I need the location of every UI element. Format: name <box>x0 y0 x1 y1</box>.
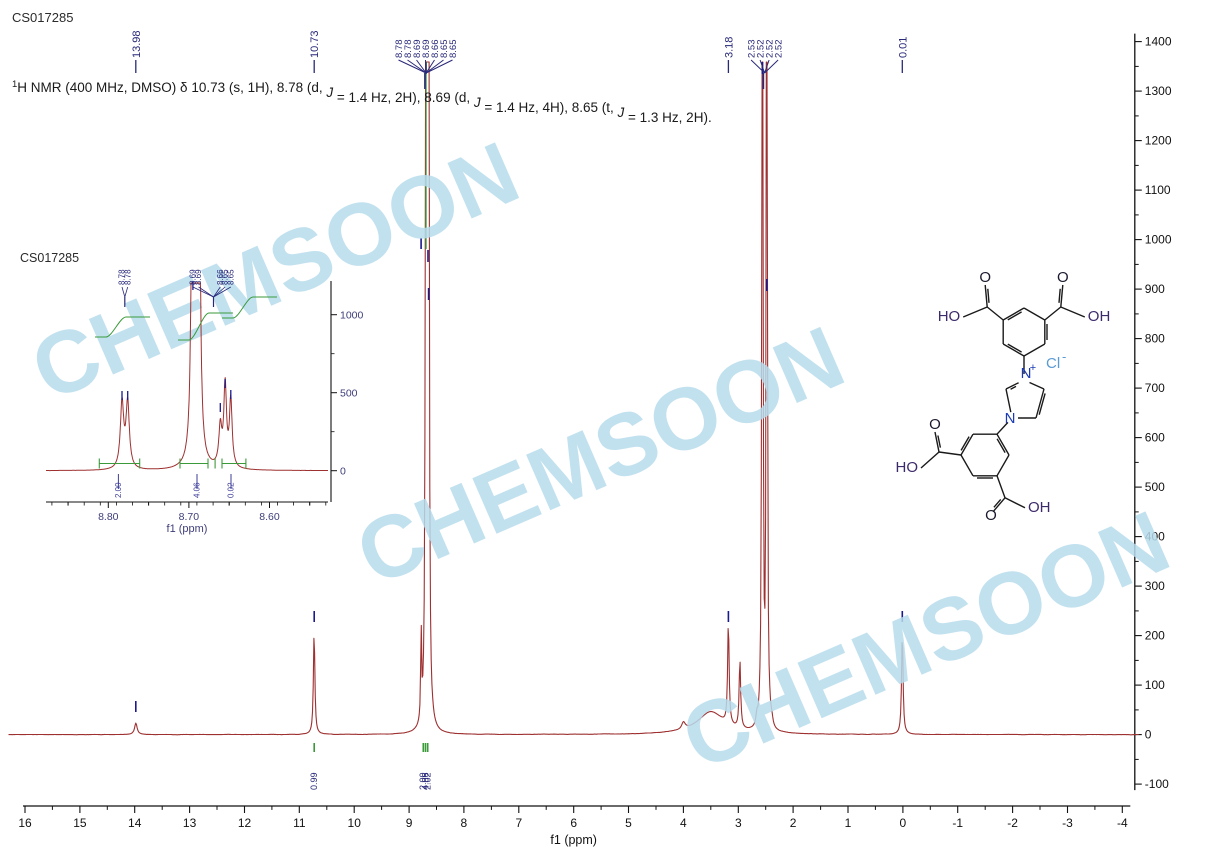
svg-text:8.78: 8.78 <box>123 269 132 285</box>
svg-text:6: 6 <box>570 816 577 830</box>
svg-text:0.99: 0.99 <box>309 772 319 790</box>
svg-text:1000: 1000 <box>1145 233 1172 247</box>
svg-text:CS017285: CS017285 <box>20 251 79 265</box>
svg-text:600: 600 <box>1145 431 1165 445</box>
svg-text:2.52: 2.52 <box>773 40 784 59</box>
svg-text:0: 0 <box>340 466 346 478</box>
svg-text:8.80: 8.80 <box>98 511 119 523</box>
svg-text:O: O <box>1057 269 1069 286</box>
svg-text:1100: 1100 <box>1145 183 1171 197</box>
svg-text:-2: -2 <box>1007 816 1018 830</box>
svg-text:O: O <box>929 416 941 433</box>
svg-text:8.70: 8.70 <box>179 511 200 523</box>
svg-text:8.60: 8.60 <box>259 511 280 523</box>
svg-text:1400: 1400 <box>1145 35 1172 49</box>
svg-text:10: 10 <box>348 816 362 830</box>
svg-text:0.01: 0.01 <box>897 37 909 58</box>
svg-text:11: 11 <box>293 816 306 830</box>
svg-text:+: + <box>1030 362 1036 374</box>
svg-text:OH: OH <box>1028 499 1051 516</box>
svg-text:2.02: 2.02 <box>423 772 433 790</box>
svg-text:-1: -1 <box>952 816 963 830</box>
svg-text:800: 800 <box>1145 332 1165 346</box>
svg-text:1: 1 <box>845 816 852 830</box>
svg-text:-100: -100 <box>1145 777 1169 791</box>
svg-text:500: 500 <box>340 388 358 400</box>
svg-text:Cl: Cl <box>1046 355 1060 372</box>
svg-text:500: 500 <box>1145 480 1165 494</box>
svg-text:HO: HO <box>896 459 919 476</box>
svg-text:200: 200 <box>1145 629 1165 643</box>
svg-text:8.65: 8.65 <box>448 40 459 59</box>
svg-text:14: 14 <box>128 816 142 830</box>
svg-text:3.18: 3.18 <box>723 37 735 58</box>
svg-text:7: 7 <box>515 816 522 830</box>
svg-text:HO: HO <box>938 308 961 325</box>
svg-text:OH: OH <box>1088 308 1111 325</box>
svg-text:16: 16 <box>18 816 32 830</box>
svg-text:CS017285: CS017285 <box>12 10 73 25</box>
svg-text:1300: 1300 <box>1145 84 1172 98</box>
svg-text:-3: -3 <box>1062 816 1073 830</box>
svg-text:10.73: 10.73 <box>309 30 321 58</box>
svg-text:13.98: 13.98 <box>131 30 143 58</box>
svg-text:O: O <box>985 507 997 524</box>
svg-text:0: 0 <box>1145 728 1152 742</box>
svg-text:1200: 1200 <box>1145 134 1172 148</box>
svg-text:700: 700 <box>1145 381 1165 395</box>
svg-text:N: N <box>1005 410 1016 427</box>
svg-text:100: 100 <box>1145 678 1165 692</box>
svg-text:13: 13 <box>183 816 197 830</box>
svg-text:8: 8 <box>461 816 468 830</box>
svg-text:O: O <box>979 269 991 286</box>
svg-text:f1 (ppm): f1 (ppm) <box>550 833 597 847</box>
svg-text:900: 900 <box>1145 282 1165 296</box>
svg-text:-4: -4 <box>1117 816 1128 830</box>
svg-text:-: - <box>1062 349 1066 364</box>
svg-text:8.69: 8.69 <box>194 269 203 285</box>
svg-text:3: 3 <box>735 816 742 830</box>
svg-text:2: 2 <box>790 816 797 830</box>
svg-text:9: 9 <box>406 816 413 830</box>
svg-text:5: 5 <box>625 816 632 830</box>
svg-text:15: 15 <box>73 816 87 830</box>
svg-text:f1 (ppm): f1 (ppm) <box>167 523 208 535</box>
svg-text:1000: 1000 <box>340 310 364 322</box>
svg-text:12: 12 <box>238 816 252 830</box>
svg-text:0: 0 <box>900 816 907 830</box>
svg-text:4: 4 <box>680 816 687 830</box>
svg-text:8.65: 8.65 <box>226 269 235 285</box>
